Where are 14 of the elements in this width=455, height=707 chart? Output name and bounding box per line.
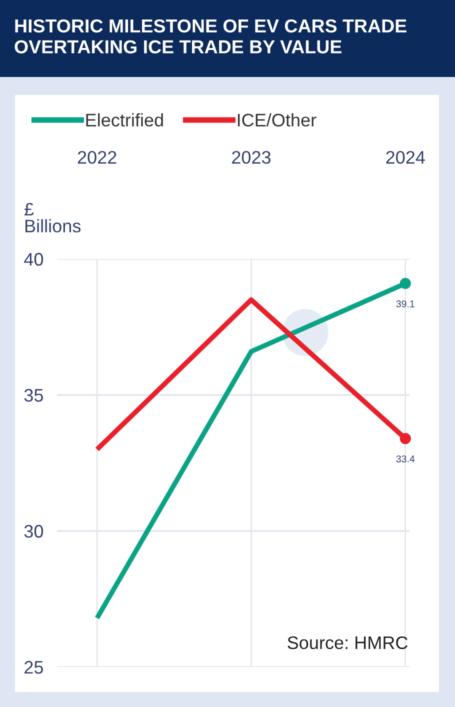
- data-label: 39.1: [396, 300, 414, 308]
- x-tick-label: 2022: [78, 150, 116, 164]
- legend-label: Electrified: [86, 113, 163, 127]
- y-tick-label: 35: [24, 388, 43, 402]
- y-tick-label: 25: [24, 660, 43, 674]
- x-tick-label: 2023: [232, 150, 271, 164]
- y-tick-label: 40: [24, 252, 44, 266]
- chart-title: HISTORIC MILESTONE OF EV CARS TRADE OVERTAKING ICE TRADE BY VALUE: [14, 19, 406, 54]
- data-label: 33.4: [396, 455, 415, 462]
- y-tick-label: 30: [24, 524, 44, 538]
- y-axis-title: £ Billions: [24, 202, 81, 232]
- annotation: Source: HMRC: [288, 636, 408, 650]
- x-tick-label: 2024: [386, 150, 425, 164]
- legend-label: ICE/Other: [238, 113, 316, 127]
